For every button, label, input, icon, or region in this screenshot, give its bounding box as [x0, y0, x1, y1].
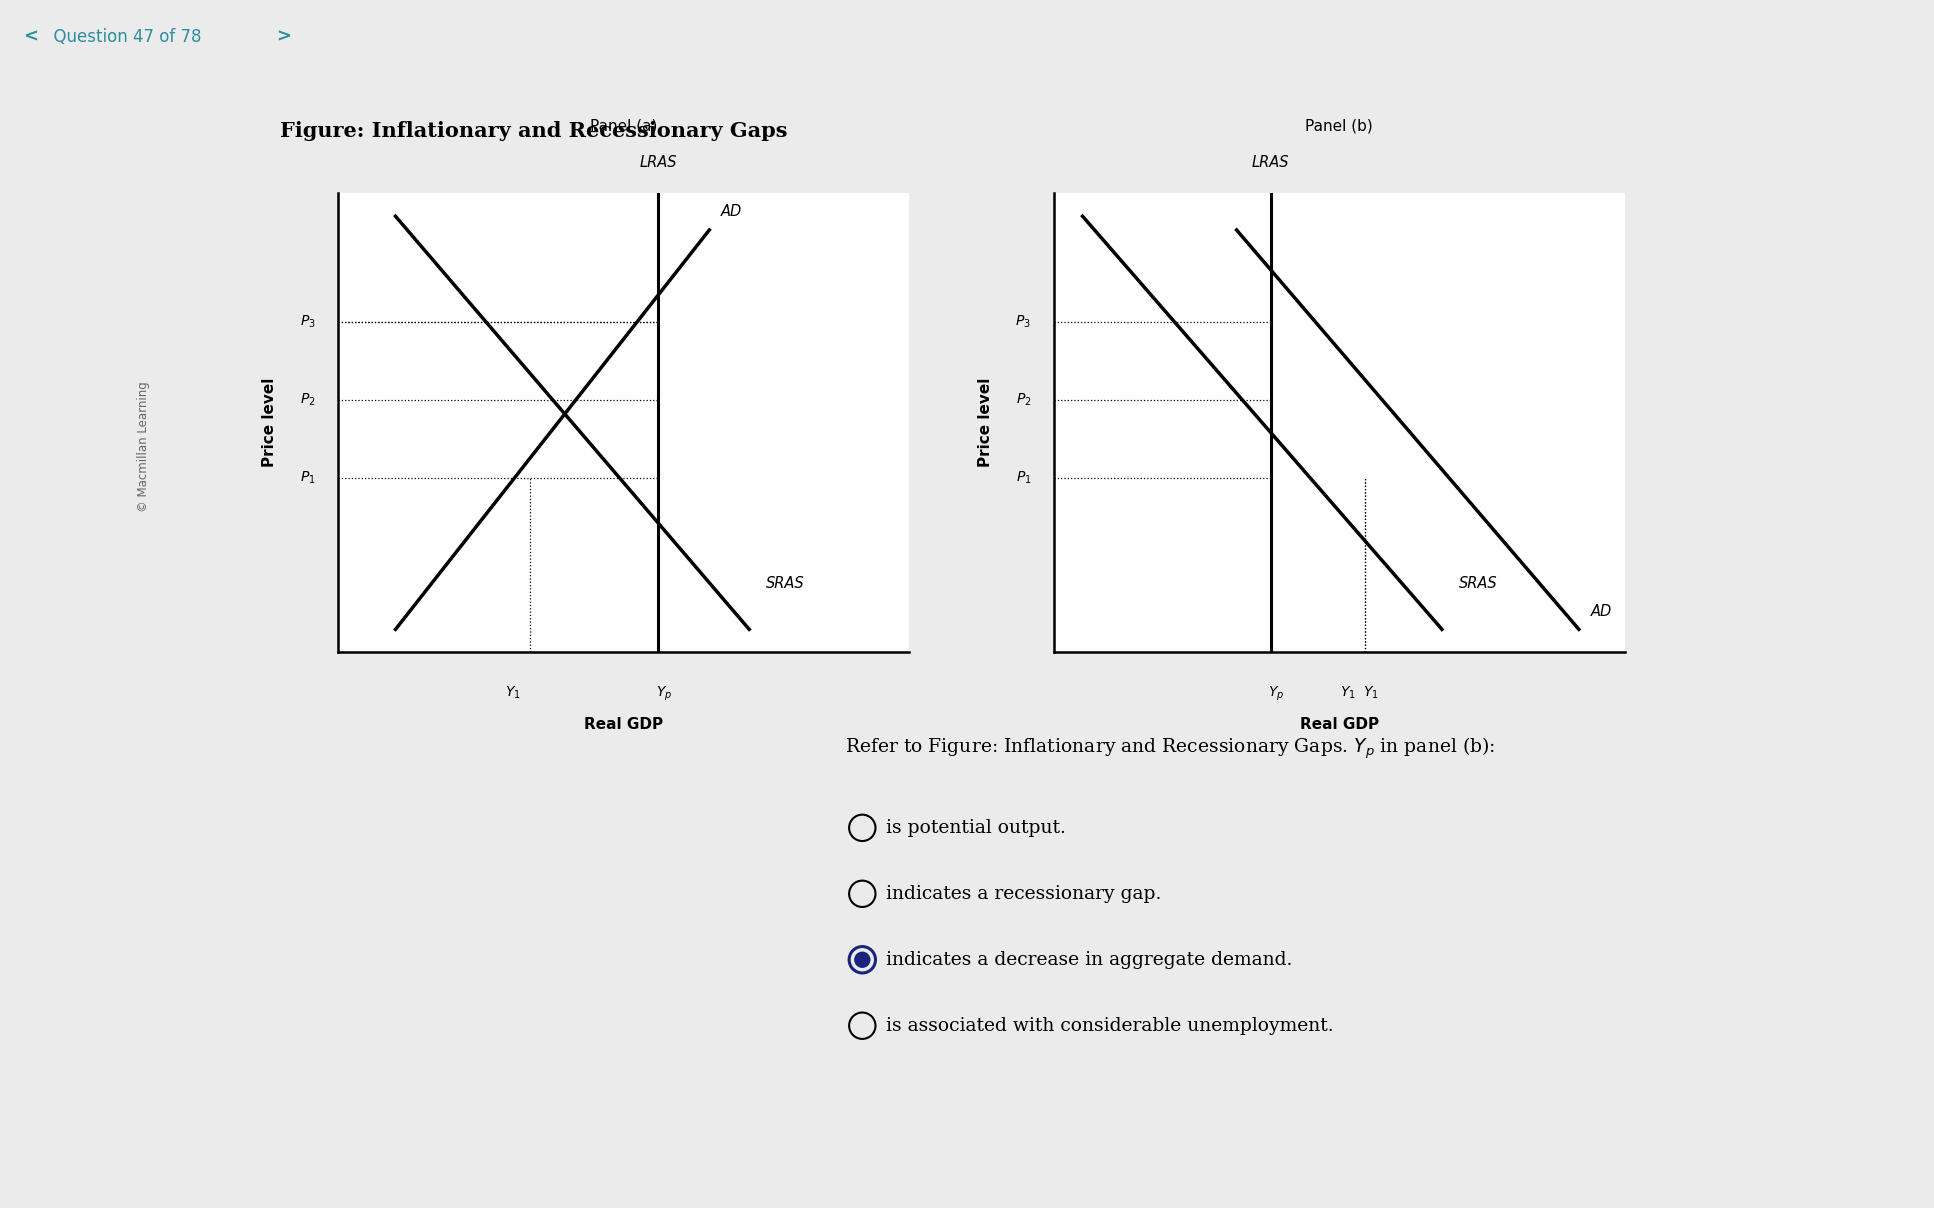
Text: >: >	[277, 28, 292, 46]
Text: $P_3$: $P_3$	[300, 314, 315, 330]
Text: <: <	[23, 28, 39, 46]
Text: Price level: Price level	[979, 378, 992, 467]
Text: is potential output.: is potential output.	[886, 819, 1066, 837]
Text: © Macmillan Learning: © Macmillan Learning	[137, 382, 149, 512]
Text: Panel (b): Panel (b)	[1305, 118, 1373, 134]
Text: $Y_p$: $Y_p$	[656, 685, 671, 703]
Text: $P_1$: $P_1$	[1015, 470, 1031, 486]
Text: $P_2$: $P_2$	[300, 391, 315, 408]
Text: $Y_1$: $Y_1$	[1363, 685, 1379, 701]
Text: $Y_1$: $Y_1$	[505, 685, 520, 701]
Text: Panel (a): Panel (a)	[590, 118, 658, 134]
Text: $Y_1$: $Y_1$	[1340, 685, 1356, 701]
Text: $P_1$: $P_1$	[300, 470, 315, 486]
Text: Question 47 of 78: Question 47 of 78	[43, 28, 211, 46]
Text: $P_3$: $P_3$	[1015, 314, 1031, 330]
Text: Real GDP: Real GDP	[1300, 716, 1379, 732]
Text: LRAS: LRAS	[1251, 156, 1290, 170]
Text: is associated with considerable unemployment.: is associated with considerable unemploy…	[886, 1017, 1333, 1035]
Text: $Y_p$: $Y_p$	[1269, 685, 1284, 703]
Text: AD: AD	[721, 204, 743, 219]
Text: indicates a decrease in aggregate demand.: indicates a decrease in aggregate demand…	[886, 951, 1292, 969]
Text: Real GDP: Real GDP	[584, 716, 663, 732]
Text: SRAS: SRAS	[1458, 576, 1497, 591]
Circle shape	[855, 952, 870, 968]
Text: Price level: Price level	[263, 378, 277, 467]
Text: AD: AD	[1590, 604, 1611, 618]
Text: SRAS: SRAS	[766, 576, 805, 591]
Text: LRAS: LRAS	[640, 156, 677, 170]
Text: Figure: Inflationary and Recessionary Gaps: Figure: Inflationary and Recessionary Ga…	[280, 121, 787, 141]
Text: $P_2$: $P_2$	[1015, 391, 1031, 408]
Text: Refer to Figure: Inflationary and Recessionary Gaps. $Y_p$ in panel (b):: Refer to Figure: Inflationary and Recess…	[845, 734, 1495, 761]
Text: indicates a recessionary gap.: indicates a recessionary gap.	[886, 884, 1160, 902]
